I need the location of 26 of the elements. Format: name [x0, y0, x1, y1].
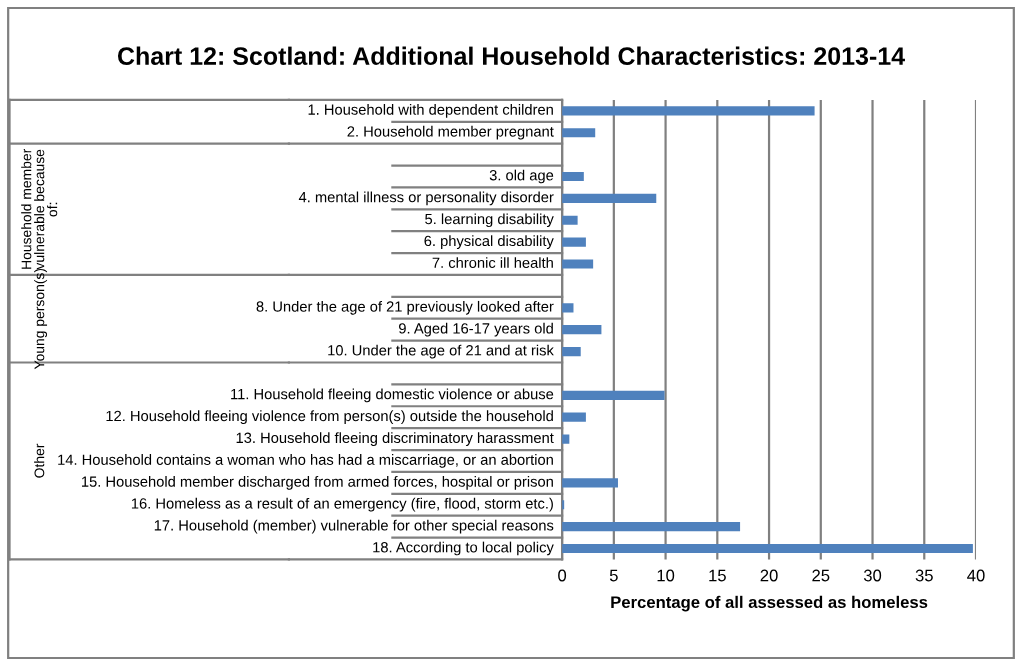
bar	[562, 193, 657, 203]
x-tick-label: 15	[709, 569, 726, 582]
x-tick-label: 30	[863, 569, 882, 582]
bar	[562, 390, 665, 400]
x-tick-label: 35	[915, 569, 933, 582]
bar	[562, 128, 596, 138]
bar	[562, 171, 584, 182]
bar	[562, 259, 594, 269]
x-tick-label: 40	[967, 569, 985, 582]
bar	[562, 325, 602, 335]
x-tick-label: 25	[812, 569, 830, 582]
chart-title: Chart 12: Scotland: Additional Household Characteristics: 2013-14	[117, 46, 905, 66]
bar	[562, 106, 815, 116]
bar	[562, 346, 581, 357]
x-tick-label: 10	[657, 569, 675, 582]
x-axis-title: Percentage of all assessed as homeless	[611, 595, 928, 612]
x-tick-label: 20	[760, 569, 778, 582]
x-tick-label: 5	[609, 569, 618, 582]
bar	[562, 543, 973, 554]
bar	[562, 412, 586, 422]
bar	[562, 478, 618, 488]
bar	[562, 522, 741, 532]
bar	[562, 237, 586, 247]
bar	[562, 434, 570, 444]
x-tick-label: 0	[558, 569, 567, 582]
bar	[562, 215, 578, 225]
